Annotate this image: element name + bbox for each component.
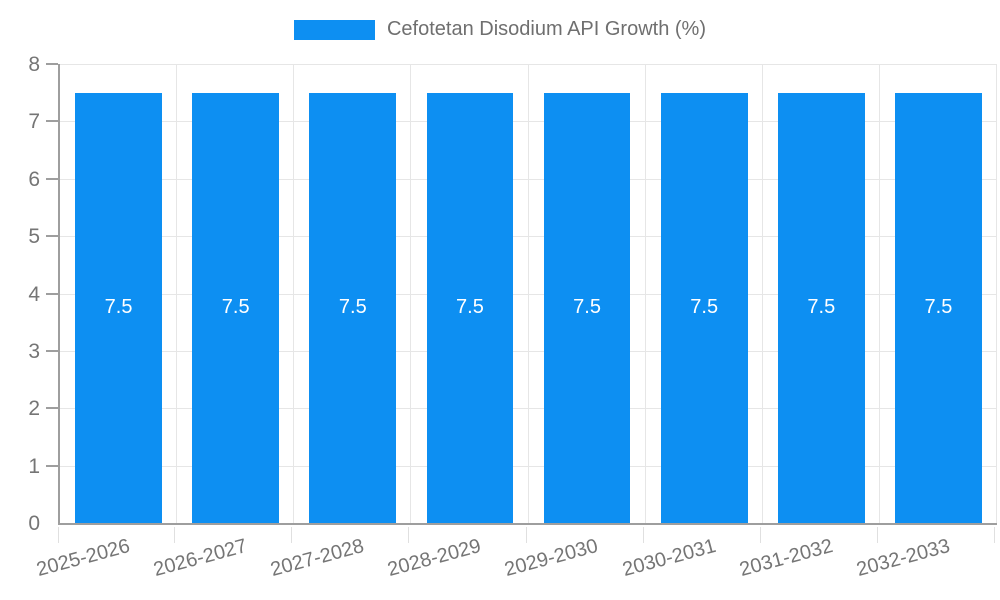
h-gridline [60, 293, 997, 295]
x-tick-label: 2025-2026 [34, 535, 133, 582]
x-axis-tick [876, 527, 878, 543]
x-tick-label: 2027-2028 [268, 535, 367, 582]
y-axis-tick [46, 63, 58, 65]
y-axis-tick [46, 177, 58, 180]
h-gridline [60, 64, 997, 65]
y-tick-label: 8 [28, 53, 40, 76]
x-tick-label: 2032-2033 [854, 535, 953, 582]
bar[interactable]: 7.5 [660, 92, 748, 523]
bar-value-label: 7.5 [573, 295, 601, 318]
y-axis-tick [46, 407, 58, 410]
x-axis-tick [58, 527, 59, 543]
bar[interactable]: 7.5 [543, 92, 631, 523]
bar-value-label: 7.5 [924, 295, 953, 318]
bar-value-label: 7.5 [456, 295, 484, 318]
x-tick-label: 2028-2029 [385, 535, 484, 582]
bar[interactable]: 7.5 [309, 92, 397, 523]
y-tick-label: 3 [28, 339, 40, 363]
bar-value-label: 7.5 [221, 295, 250, 318]
bar[interactable]: 7.5 [75, 92, 162, 523]
bar-value-label: 7.5 [104, 295, 133, 318]
legend-swatch [293, 19, 375, 40]
legend-label: Cefotetan Disodium API Growth (%) [386, 18, 706, 40]
x-axis-tick [291, 527, 293, 543]
y-tick-label: 7 [28, 110, 40, 134]
v-gridline [176, 64, 178, 523]
bar[interactable]: 7.5 [192, 92, 280, 523]
v-gridline [410, 64, 412, 523]
bar[interactable]: 7.5 [777, 92, 865, 523]
y-axis-tick [46, 120, 58, 123]
x-axis-tick [642, 527, 644, 543]
v-gridline [761, 64, 763, 523]
bar[interactable]: 7.5 [426, 92, 514, 523]
y-tick-label: 2 [28, 397, 40, 421]
x-axis-tick [174, 527, 176, 543]
v-gridline [996, 64, 997, 523]
h-gridline [60, 121, 997, 123]
y-tick-label: 0 [28, 512, 40, 535]
x-tick-label: 2026-2027 [151, 535, 250, 582]
x-axis-tick [408, 527, 410, 543]
y-tick-label: 5 [28, 225, 40, 249]
y-axis-tick [46, 235, 58, 238]
x-axis-tick [525, 527, 527, 543]
v-gridline [293, 64, 295, 523]
y-tick-label: 4 [28, 282, 40, 306]
h-gridline [60, 408, 997, 410]
y-tick-label: 1 [28, 454, 40, 478]
x-tick-label: 2031-2032 [736, 535, 836, 582]
v-gridline [878, 64, 880, 523]
bar-value-label: 7.5 [690, 295, 719, 318]
y-axis-tick [46, 349, 58, 352]
h-gridline [60, 236, 997, 238]
x-axis: 2025-2026 2026-2027 2027-2028 2028-2029 2029… [34, 525, 995, 600]
x-axis-tick [994, 527, 995, 543]
y-tick-label: 6 [28, 167, 40, 191]
v-gridline [527, 64, 529, 523]
y-axis-tick [46, 292, 58, 295]
bar[interactable]: 7.5 [895, 92, 982, 523]
h-gridline [60, 178, 997, 180]
bar-value-label: 7.5 [338, 295, 367, 318]
h-gridline [60, 465, 997, 467]
plot-area: 7.5 7.5 7.5 7.5 7.5 7.5 7.5 7.5 [46, 63, 997, 525]
y-axis-tick [46, 464, 58, 467]
x-tick-label: 2030-2031 [619, 535, 718, 582]
legend: Cefotetan Disodium API Growth (%) [0, 18, 1000, 41]
v-gridline [644, 64, 646, 523]
bar-value-label: 7.5 [807, 295, 836, 318]
x-axis-tick [759, 527, 761, 543]
x-tick-label: 2029-2030 [502, 535, 601, 582]
h-gridline [60, 350, 997, 352]
